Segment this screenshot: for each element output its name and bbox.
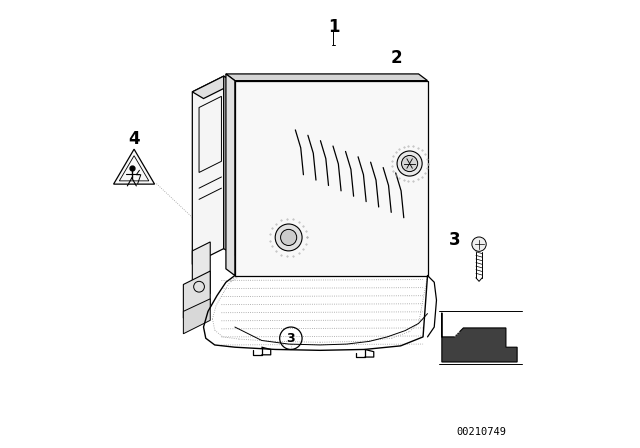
Polygon shape (226, 74, 235, 276)
Circle shape (397, 151, 422, 176)
Text: 1: 1 (328, 18, 339, 36)
Circle shape (275, 224, 302, 251)
Polygon shape (192, 242, 210, 302)
Circle shape (280, 229, 297, 246)
Circle shape (401, 155, 418, 172)
Polygon shape (184, 271, 210, 318)
Text: 3: 3 (449, 231, 460, 249)
Polygon shape (224, 76, 235, 255)
Text: 00210749: 00210749 (456, 427, 506, 437)
Polygon shape (442, 313, 517, 362)
Polygon shape (192, 76, 224, 264)
Polygon shape (192, 76, 235, 99)
Polygon shape (184, 299, 210, 334)
Text: 3: 3 (287, 332, 295, 345)
Polygon shape (113, 149, 155, 184)
Polygon shape (235, 81, 428, 276)
Text: 2: 2 (390, 49, 402, 67)
Polygon shape (226, 74, 428, 81)
Circle shape (472, 237, 486, 251)
Text: 4: 4 (128, 130, 140, 148)
